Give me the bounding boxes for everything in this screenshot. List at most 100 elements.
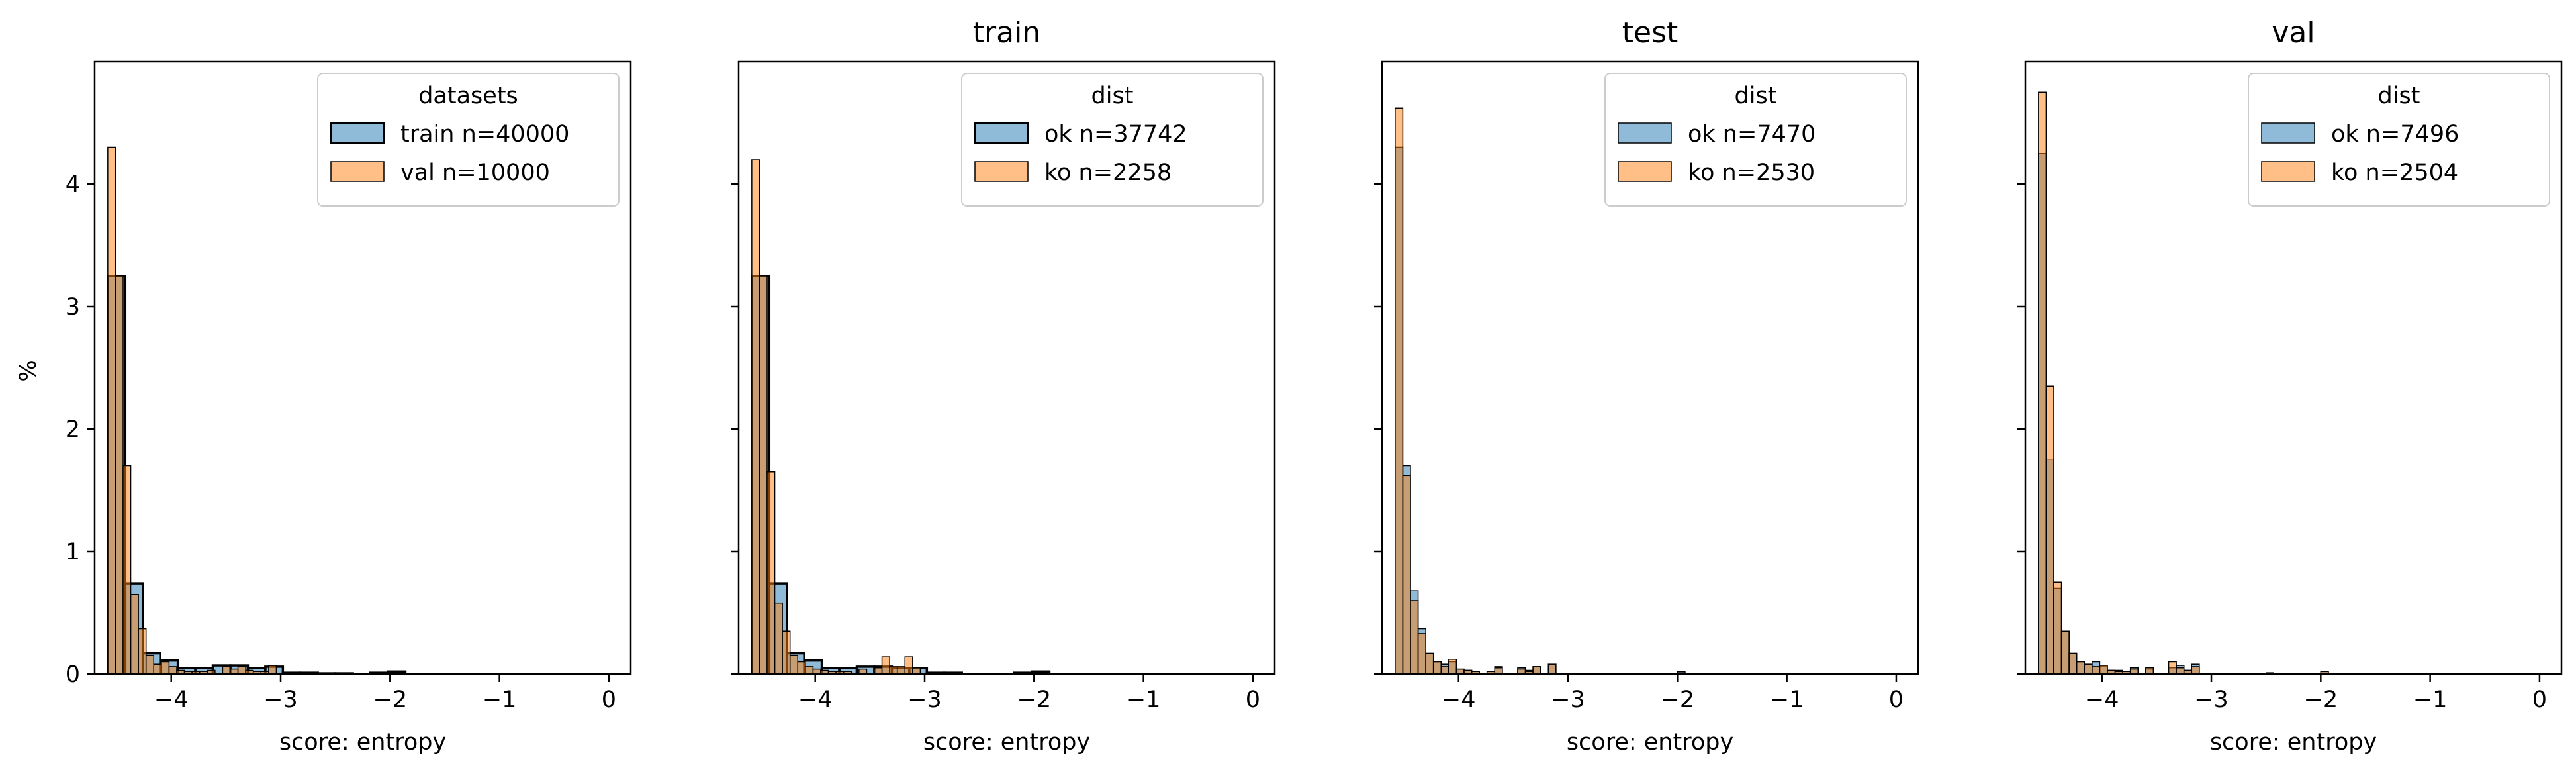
x-tick-label: −3 xyxy=(1551,687,1585,713)
histogram-bar xyxy=(890,667,897,674)
x-tick-label: −4 xyxy=(2085,687,2119,713)
y-axis-label: % xyxy=(15,360,42,381)
chart-title: val xyxy=(2272,16,2315,50)
histogram-bar xyxy=(767,472,775,674)
legend-label: val n=10000 xyxy=(400,160,550,186)
x-axis-label: score: entropy xyxy=(923,729,1090,755)
histogram-bar xyxy=(897,667,905,674)
legend-label: ko n=2258 xyxy=(1044,160,1172,186)
series-2-bars xyxy=(752,160,1042,674)
histogram-bar xyxy=(238,667,246,674)
x-tick-label: −3 xyxy=(263,687,298,713)
histogram-bar xyxy=(882,657,890,674)
legend: distok n=7496ko n=2504 xyxy=(2248,73,2550,206)
histogram-bar xyxy=(2092,667,2100,674)
y-tick-label: 2 xyxy=(66,416,80,443)
y-tick-label: 4 xyxy=(66,171,80,198)
x-tick-label: 0 xyxy=(2532,687,2547,713)
series-1-bars xyxy=(2039,154,2328,674)
legend-label: train n=40000 xyxy=(400,121,569,148)
series-1-bars xyxy=(752,276,1050,674)
histogram-bar xyxy=(108,148,116,675)
series-2-bars xyxy=(108,148,406,675)
x-tick-label: −1 xyxy=(2413,687,2448,713)
histogram-bar xyxy=(790,655,798,674)
x-tick-label: −4 xyxy=(1442,687,1476,713)
x-tick-label: −1 xyxy=(1127,687,1161,713)
panel-4: −4 −3 −2 −1 0 score: entropy val distok n=7496k… xyxy=(2017,16,2561,755)
histogram-bar xyxy=(1403,475,1410,674)
histogram-bar xyxy=(2146,668,2154,674)
histogram-bar xyxy=(759,276,767,674)
chart-title: test xyxy=(1622,16,1679,50)
histogram-bar xyxy=(154,664,161,674)
histogram-bar xyxy=(2191,667,2199,674)
legend-swatch xyxy=(2262,162,2315,181)
panel-1: −4 −3 −2 −1 0 0 1 2 3 4 score: entropy datasets trai… xyxy=(66,62,631,755)
legend-label: ko n=2504 xyxy=(2331,160,2458,186)
x-tick-label: −3 xyxy=(907,687,942,713)
histogram-bar xyxy=(1418,634,1426,674)
x-tick-label: −3 xyxy=(2194,687,2229,713)
panel-2: −4 −3 −2 −1 0 score: entropy train dist ok n=377… xyxy=(731,16,1275,755)
histogram-bar xyxy=(1533,667,1541,674)
histogram-bar xyxy=(805,667,813,674)
histogram-bar xyxy=(874,668,882,674)
x-tick-label: −2 xyxy=(373,687,408,713)
histogram-bar xyxy=(1495,668,1502,674)
histogram-bar xyxy=(913,668,921,674)
histogram-bar xyxy=(146,655,154,674)
legend-swatch xyxy=(2262,123,2315,143)
histogram-bar xyxy=(169,667,177,674)
legend: dist ok n=37742 ko n=2258 xyxy=(962,73,1263,206)
legend-label: ok n=37742 xyxy=(1044,121,1187,148)
histogram-bar xyxy=(2084,664,2092,674)
legend-swatch xyxy=(1618,123,1671,143)
panel-3: −4 −3 −2 −1 0score: entropytestdistok n=7470… xyxy=(1374,16,1918,755)
x-tick-label: −4 xyxy=(154,687,189,713)
legend-title: dist xyxy=(2378,83,2420,109)
x-tick-label: 0 xyxy=(1889,687,1904,713)
histogram-bar xyxy=(1426,654,1434,674)
histogram-bar xyxy=(1434,662,1442,675)
series-1-bars xyxy=(108,276,406,674)
x-tick-label: −2 xyxy=(2304,687,2338,713)
x-tick-label: −1 xyxy=(483,687,517,713)
x-axis-label: score: entropy xyxy=(279,729,446,755)
histogram-bar xyxy=(1410,601,1418,674)
series-1-bars xyxy=(1395,148,1685,675)
histogram-bar xyxy=(131,595,139,674)
legend: dist ok n=7470 ko n=2530 xyxy=(1605,73,1906,206)
histogram-bar xyxy=(775,603,783,674)
legend-swatch xyxy=(1618,162,1671,181)
histogram-bar xyxy=(2039,92,2047,674)
legend-label: ko n=2530 xyxy=(1688,160,1815,186)
histogram-bar xyxy=(2062,631,2070,674)
histogram-bar xyxy=(269,665,277,674)
y-tick-label: 1 xyxy=(66,539,80,565)
histogram-bar xyxy=(2054,582,2062,674)
histogram-bar xyxy=(2176,668,2184,674)
y-tick-label: 0 xyxy=(66,661,80,688)
chart-title: train xyxy=(973,16,1040,50)
legend-swatch xyxy=(975,123,1028,143)
histogram-bar xyxy=(2077,662,2085,675)
x-tick-label: 0 xyxy=(1246,687,1260,713)
legend: datasets train n=40000 val n=10000 xyxy=(318,73,619,206)
x-tick-label: 0 xyxy=(602,687,616,713)
x-axis-label: score: entropy xyxy=(2210,729,2377,755)
histogram-bar xyxy=(2046,386,2054,674)
histogram-bar xyxy=(138,629,146,674)
histogram-bar xyxy=(1441,667,1449,674)
legend-title: datasets xyxy=(418,83,518,109)
histogram-bar xyxy=(123,466,131,675)
x-tick-label: −1 xyxy=(1770,687,1804,713)
histogram-bar xyxy=(115,276,123,674)
x-tick-label: −4 xyxy=(798,687,833,713)
histogram-bar xyxy=(1449,659,1457,674)
histogram-bar xyxy=(2169,662,2177,675)
legend-title: dist xyxy=(1735,83,1777,109)
y-tick-label: 3 xyxy=(66,294,80,320)
legend-swatch xyxy=(331,123,384,143)
